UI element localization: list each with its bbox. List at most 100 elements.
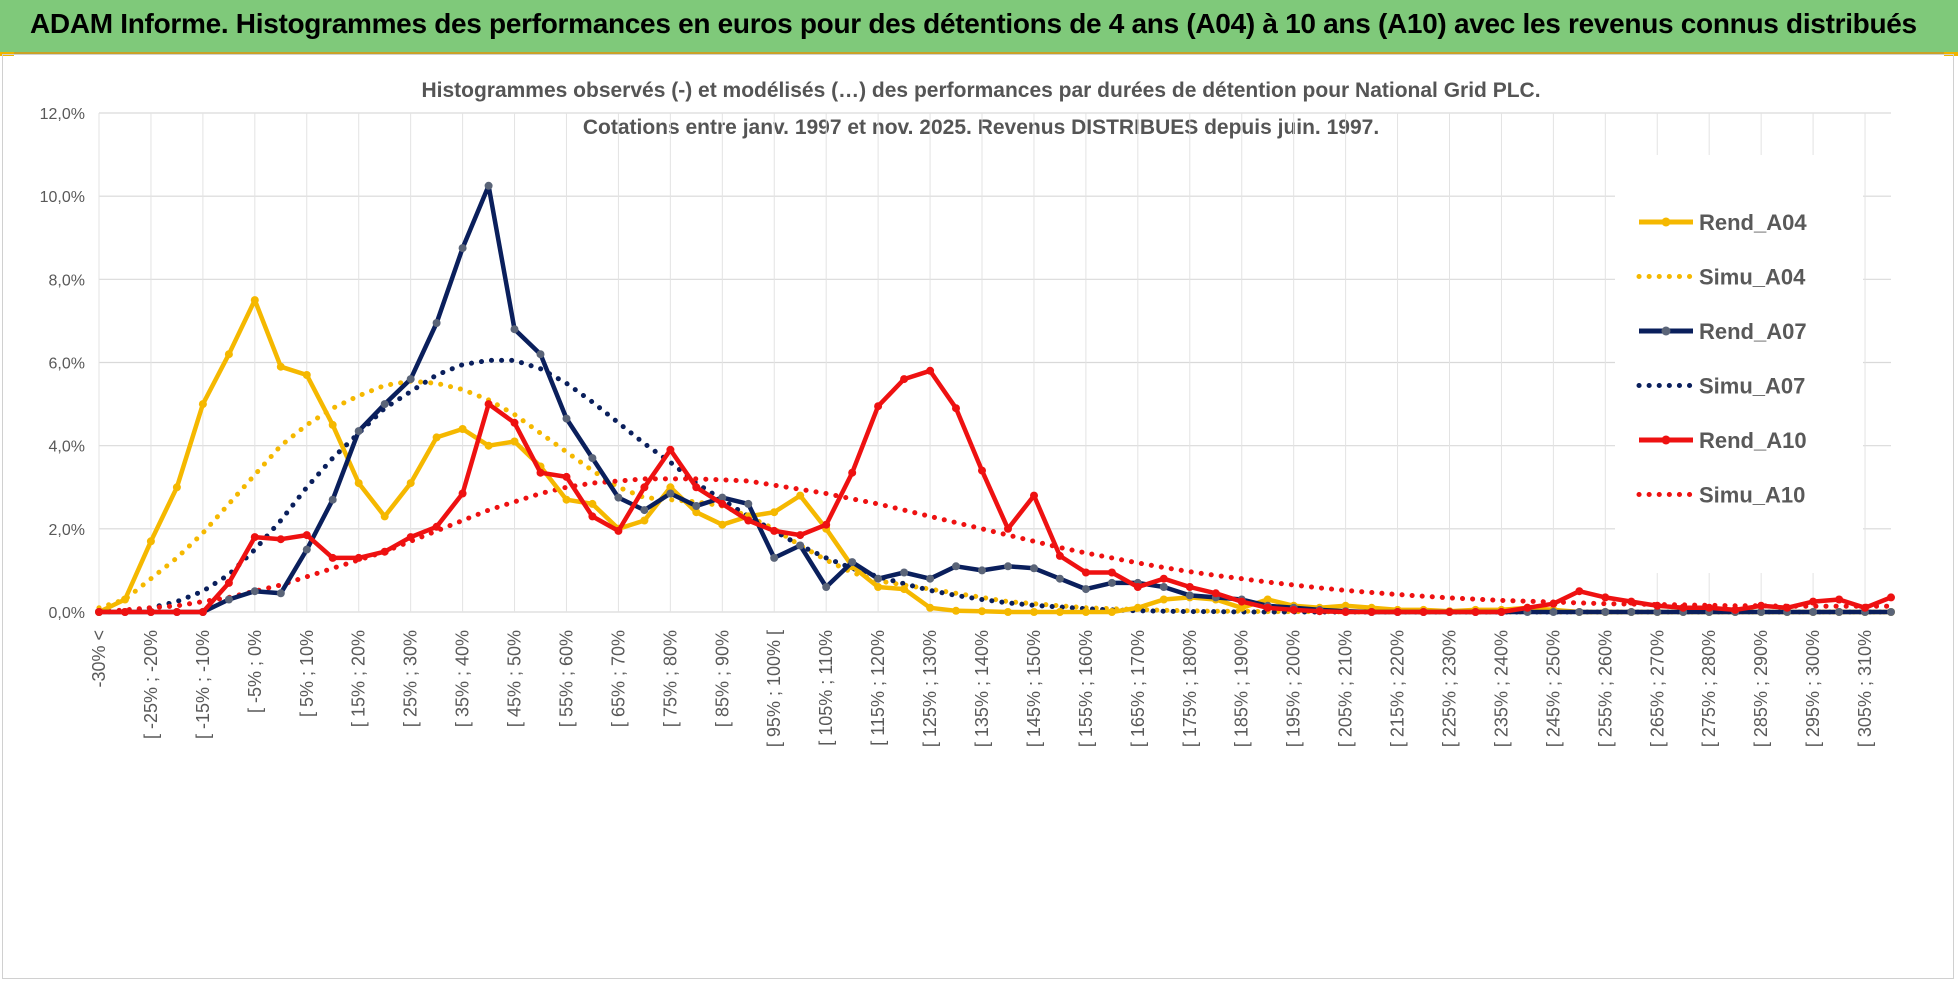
x-tick-label: [ 55% ; 60%: [557, 630, 577, 727]
data-point: [276, 535, 285, 544]
data-point: [874, 402, 883, 411]
data-point: [588, 499, 597, 508]
chart-legend: Rend_A04 Simu_A04 Rend_A07 Simu_A07 Rend_A10…: [1615, 155, 1863, 573]
data-point: [588, 512, 597, 521]
x-tick-label: [ 175% ; 180%: [1180, 630, 1200, 747]
y-tick-label: 10,0%: [40, 189, 85, 206]
data-point: [770, 508, 779, 517]
data-point: [1601, 608, 1610, 616]
data-point: [1653, 608, 1662, 616]
data-point: [692, 508, 701, 517]
data-point: [952, 606, 960, 615]
data-point: [1523, 603, 1532, 612]
data-point: [1081, 608, 1090, 616]
data-point: [900, 568, 909, 577]
data-point: [406, 479, 415, 488]
data-point: [354, 553, 363, 562]
data-point: [1783, 603, 1792, 612]
data-point: [952, 404, 960, 413]
x-tick-label: [ 155% ; 160%: [1076, 630, 1096, 747]
x-tick-label: [ 15% ; 20%: [349, 630, 369, 727]
data-point: [744, 499, 753, 508]
x-tick-label: [ 25% ; 30%: [401, 630, 421, 727]
legend-label: Rend_A10: [1699, 428, 1807, 453]
data-point: [1757, 601, 1766, 610]
data-point: [640, 516, 649, 525]
data-point: [614, 493, 623, 502]
x-tick-label: [ 215% ; 220%: [1388, 630, 1408, 747]
data-point: [1133, 583, 1142, 591]
x-tick-label: [ 95% ; 100% [: [764, 630, 784, 747]
data-point: [1211, 589, 1220, 598]
data-point: [562, 472, 571, 481]
data-point: [952, 562, 960, 571]
data-point: [536, 468, 545, 477]
data-point: [224, 595, 233, 604]
data-point: [432, 522, 441, 531]
data-point: [1809, 608, 1818, 616]
legend-item-rend-a07: Rend_A07: [1639, 319, 1807, 344]
series-line: [96, 357, 1894, 615]
data-point: [1081, 585, 1090, 594]
data-point: [276, 589, 285, 598]
data-point: [1081, 568, 1090, 577]
data-point: [380, 512, 389, 521]
legend-marker: [1661, 326, 1671, 336]
x-tick-label: [ 165% ; 170%: [1128, 630, 1148, 747]
series-line: [96, 476, 1894, 615]
data-point: [1185, 583, 1194, 591]
data-point: [1679, 603, 1688, 612]
data-point: [1030, 608, 1038, 616]
data-point: [458, 425, 467, 433]
data-point: [302, 545, 311, 554]
data-point: [302, 531, 311, 540]
data-point: [432, 319, 441, 327]
x-tick-label: [ 225% ; 230%: [1440, 630, 1460, 747]
data-point: [848, 558, 857, 567]
legend-marker: [1661, 435, 1671, 445]
data-point: [692, 483, 701, 492]
x-tick-label: [ 185% ; 190%: [1232, 630, 1252, 747]
data-point: [1159, 574, 1168, 583]
legend-marker: [1661, 217, 1671, 227]
data-point: [770, 553, 779, 562]
x-tick-label: [ 105% ; 110%: [816, 630, 836, 746]
data-point: [1653, 601, 1662, 610]
data-point: [926, 366, 935, 375]
data-point: [1393, 608, 1402, 616]
x-tick-label: [ 205% ; 210%: [1336, 630, 1356, 747]
data-point: [1757, 608, 1766, 616]
data-point: [328, 420, 337, 429]
x-tick-label: [ 245% ; 250%: [1543, 630, 1563, 747]
x-tick-label: [ -5% ; 0%: [245, 630, 265, 713]
legend-background: [1615, 155, 1863, 573]
data-point: [640, 483, 649, 492]
data-point: [1263, 595, 1272, 604]
data-point: [1445, 608, 1454, 616]
data-point: [121, 608, 129, 616]
legend-item-simu-a07: Simu_A07: [1636, 374, 1805, 399]
data-point: [406, 533, 415, 542]
data-point: [484, 181, 493, 190]
data-point: [900, 375, 909, 384]
data-point: [640, 506, 649, 515]
series-line: [99, 368, 1892, 615]
data-point: [822, 583, 831, 591]
data-point: [1575, 587, 1584, 596]
data-point: [588, 454, 597, 463]
data-point: [380, 547, 389, 556]
banner-title: ADAM Informe. Histogrammes des performan…: [30, 8, 1917, 39]
data-point: [1237, 603, 1246, 612]
data-point: [1809, 597, 1818, 606]
data-point: [146, 537, 155, 546]
x-tick-label: [ 275% ; 280%: [1699, 630, 1719, 747]
x-tick-label: -30% <: [89, 630, 109, 688]
data-point: [510, 418, 519, 427]
data-point: [484, 441, 493, 450]
chart-frame: Histogrammes observés (-) et modélisés (…: [2, 54, 1954, 979]
legend-item-rend-a04: Rend_A04: [1639, 210, 1807, 235]
data-point: [1887, 593, 1895, 602]
x-tick-label: [ 295% ; 300%: [1803, 630, 1823, 747]
data-point: [1367, 608, 1376, 616]
data-point: [380, 400, 389, 409]
